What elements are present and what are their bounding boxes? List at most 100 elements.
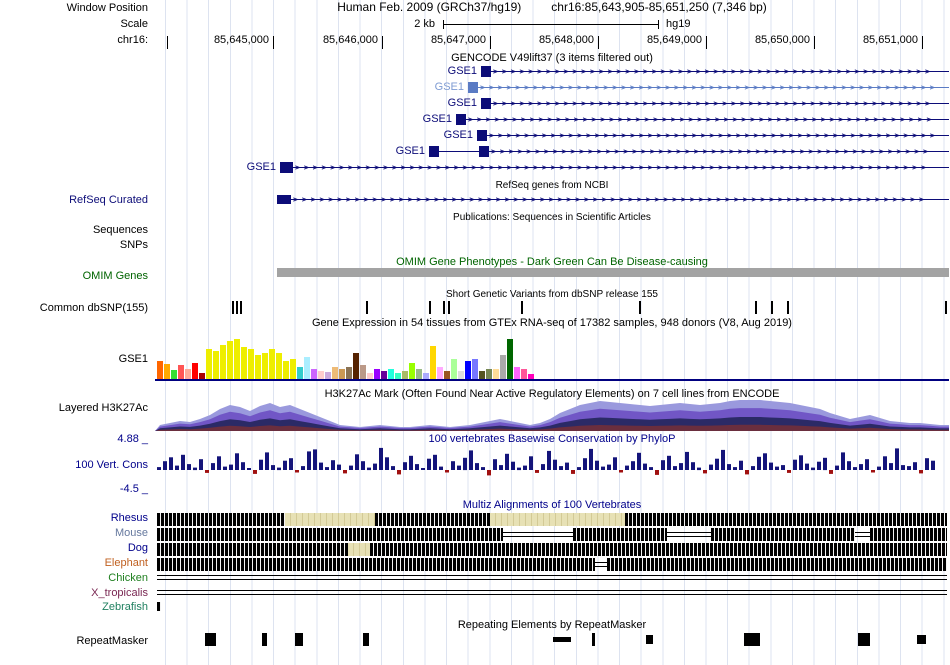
ruler-tick[interactable] xyxy=(706,36,707,49)
gtex-bar[interactable] xyxy=(269,349,275,379)
h3k27ac-chart[interactable] xyxy=(155,400,949,431)
gtex-bar[interactable] xyxy=(325,372,331,379)
species-label-rhesus[interactable]: Rhesus xyxy=(110,512,148,524)
gtex-bar[interactable] xyxy=(367,373,373,379)
gtex-bar[interactable] xyxy=(192,363,198,379)
track-label[interactable]: Layered H3K27Ac xyxy=(58,402,148,414)
align-dense[interactable] xyxy=(157,558,595,571)
gene-exon[interactable] xyxy=(456,114,466,125)
gene-exon[interactable] xyxy=(468,82,478,93)
gene-exon[interactable] xyxy=(477,130,487,141)
align-dense[interactable] xyxy=(370,543,947,556)
gtex-bar[interactable] xyxy=(213,351,219,379)
gtex-bar[interactable] xyxy=(521,369,527,379)
repeat-box[interactable] xyxy=(553,637,571,642)
repeat-box[interactable] xyxy=(262,633,267,646)
align-dense[interactable] xyxy=(711,528,855,541)
gtex-bar[interactable] xyxy=(388,369,394,379)
snp-tick[interactable] xyxy=(232,301,234,314)
gtex-bar[interactable] xyxy=(444,371,450,379)
gtex-bar[interactable] xyxy=(374,369,380,379)
gene-exon[interactable] xyxy=(481,66,491,77)
gene-exon[interactable] xyxy=(481,98,491,109)
gtex-bar[interactable] xyxy=(318,371,324,379)
species-label-dog[interactable]: Dog xyxy=(127,542,148,554)
gtex-bar[interactable] xyxy=(185,369,191,379)
snp-tick[interactable] xyxy=(639,301,641,314)
species-label-x_tropicalis[interactable]: X_tropicalis xyxy=(91,587,148,599)
repeat-box[interactable] xyxy=(646,635,653,644)
gtex-bar[interactable] xyxy=(234,339,240,379)
gtex-bar[interactable] xyxy=(395,373,401,379)
ruler-tick[interactable] xyxy=(382,36,383,49)
track-label[interactable]: OMIM Genes xyxy=(82,270,148,282)
gtex-bar[interactable] xyxy=(339,369,345,379)
species-label-chicken[interactable]: Chicken xyxy=(108,572,148,584)
gtex-bar[interactable] xyxy=(304,357,310,379)
gtex-bar[interactable] xyxy=(479,371,485,379)
gtex-bar[interactable] xyxy=(381,371,387,379)
gtex-bar[interactable] xyxy=(500,355,506,379)
snp-tick[interactable] xyxy=(443,301,445,314)
gtex-bar[interactable] xyxy=(248,349,254,379)
track-label[interactable]: RepeatMasker xyxy=(76,635,148,647)
align-quality-block[interactable] xyxy=(348,543,370,556)
gtex-bar[interactable] xyxy=(332,367,338,379)
snp-tick[interactable] xyxy=(755,301,757,314)
align-dense[interactable] xyxy=(157,528,503,541)
gtex-bar[interactable] xyxy=(437,367,443,379)
repeat-box[interactable] xyxy=(744,633,760,646)
gtex-bar[interactable] xyxy=(416,369,422,379)
track-label[interactable]: Sequences xyxy=(92,224,148,236)
gtex-bar[interactable] xyxy=(178,365,184,379)
species-label-elephant[interactable]: Elephant xyxy=(104,557,148,569)
align-dense[interactable] xyxy=(157,543,348,556)
gtex-bar[interactable] xyxy=(472,359,478,379)
gtex-bar[interactable] xyxy=(493,369,499,379)
align-quality-block[interactable] xyxy=(285,513,375,526)
repeat-box[interactable] xyxy=(858,633,870,646)
gtex-bar[interactable] xyxy=(360,365,366,379)
gtex-bar[interactable] xyxy=(171,370,177,379)
gtex-bar[interactable] xyxy=(311,369,317,379)
snp-tick[interactable] xyxy=(236,301,238,314)
snp-tick[interactable] xyxy=(429,301,431,314)
gtex-bar[interactable] xyxy=(423,373,429,379)
track-label[interactable]: SNPs xyxy=(119,239,148,251)
ruler-tick[interactable] xyxy=(814,36,815,49)
gtex-bar[interactable] xyxy=(206,349,212,379)
species-label-mouse[interactable]: Mouse xyxy=(114,527,148,539)
align-dense[interactable] xyxy=(573,528,667,541)
repeat-box[interactable] xyxy=(295,633,303,646)
ruler-tick[interactable] xyxy=(490,36,491,49)
omim-bar[interactable] xyxy=(277,268,949,277)
gtex-bar[interactable] xyxy=(451,359,457,379)
ruler-tick[interactable] xyxy=(273,36,274,49)
gtex-bar[interactable] xyxy=(507,339,513,379)
snp-tick[interactable] xyxy=(787,301,789,314)
gtex-bar[interactable] xyxy=(241,347,247,379)
gtex-bar[interactable] xyxy=(164,364,170,379)
track-label[interactable]: RefSeq Curated xyxy=(69,194,148,206)
align-dense[interactable] xyxy=(157,602,161,611)
snp-tick[interactable] xyxy=(945,301,947,314)
gtex-bar[interactable] xyxy=(157,361,163,379)
repeat-box[interactable] xyxy=(917,635,926,644)
gtex-bar[interactable] xyxy=(276,353,282,379)
track-label[interactable]: Common dbSNP(155) xyxy=(39,302,148,314)
align-dense[interactable] xyxy=(157,513,285,526)
snp-tick[interactable] xyxy=(448,301,450,314)
ruler-tick[interactable] xyxy=(167,36,168,49)
refseq-exon[interactable] xyxy=(277,195,291,204)
align-dense[interactable] xyxy=(870,528,947,541)
gtex-bar[interactable] xyxy=(297,367,303,379)
track-label[interactable]: GSE1 xyxy=(118,353,148,365)
snp-tick[interactable] xyxy=(366,301,368,314)
gtex-bar[interactable] xyxy=(409,363,415,379)
species-label-zebrafish[interactable]: Zebrafish xyxy=(102,601,148,613)
ruler-tick[interactable] xyxy=(922,36,923,49)
repeat-box[interactable] xyxy=(205,633,216,646)
gtex-bar[interactable] xyxy=(346,367,352,379)
gene-exon[interactable] xyxy=(429,146,439,157)
snp-tick[interactable] xyxy=(771,301,773,314)
